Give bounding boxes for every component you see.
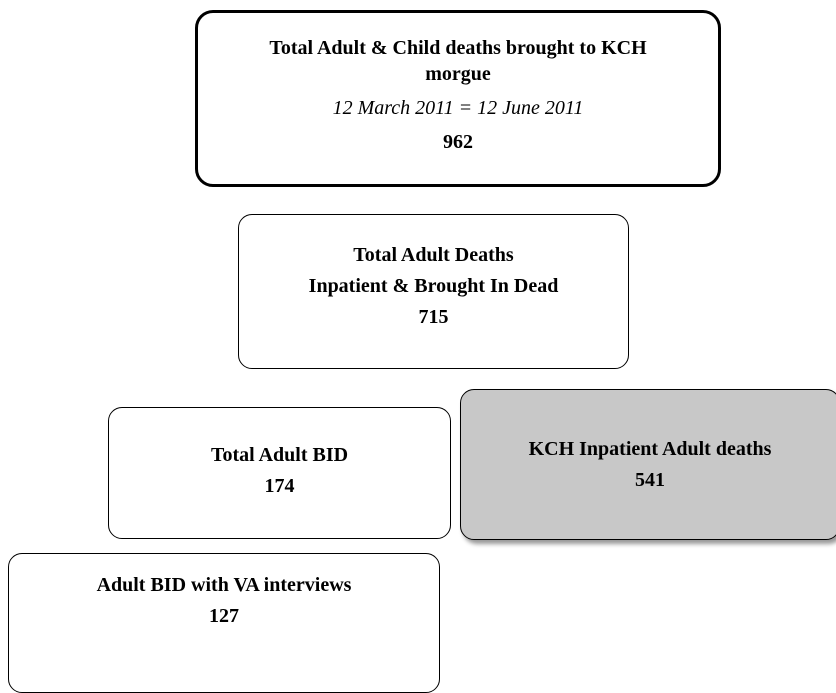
node-box: Total Adult BID 174 [108, 407, 451, 539]
node-subtitle: 12 March 2011 = 12 June 2011 [332, 97, 584, 119]
node-value: 541 [635, 469, 665, 491]
node-box: Adult BID with VA interviews 127 [8, 553, 440, 693]
node-value: 962 [443, 131, 473, 153]
node-box: Total Adult & Child deaths brought to KC… [195, 10, 721, 187]
node-title: Adult BID with VA interviews [96, 574, 352, 596]
node-title: KCH Inpatient Adult deaths [528, 438, 772, 460]
node-value: 715 [418, 306, 449, 328]
node-value: 127 [209, 605, 239, 627]
node-title: Total Adult BID [210, 444, 349, 466]
node-box: KCH Inpatient Adult deaths 541 [460, 389, 836, 540]
node-value: 174 [264, 475, 295, 497]
node-title: Total Adult & Child deaths brought to KC… [269, 37, 647, 85]
node-title: Total Adult Deaths [353, 244, 514, 266]
node-subtitle: Inpatient & Brought In Dead [308, 275, 559, 297]
node-box: Total Adult Deaths Inpatient & Brought I… [238, 214, 629, 369]
